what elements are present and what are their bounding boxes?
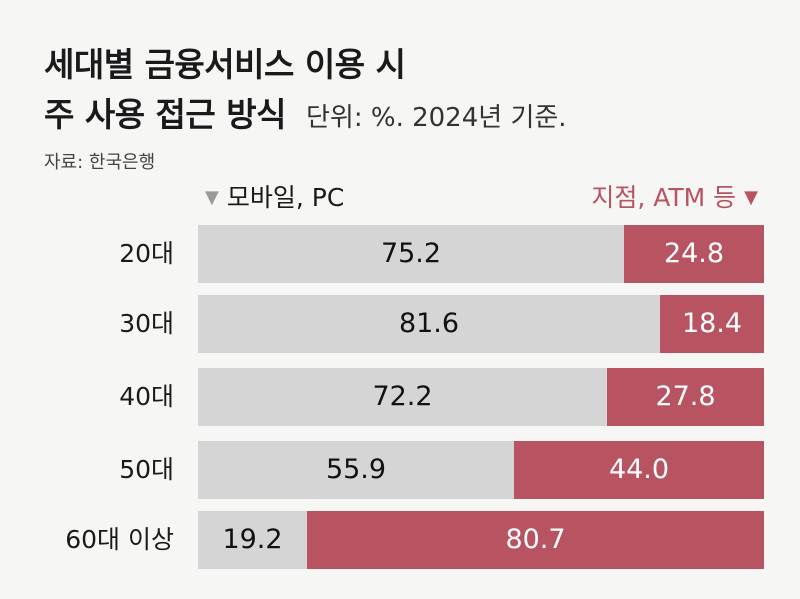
value-label-branch-atm: 27.8 bbox=[655, 381, 716, 412]
bar-row: 40대 72.2 27.8 bbox=[0, 368, 800, 426]
value-label-mobile-pc: 55.9 bbox=[325, 454, 387, 485]
bar-track: 81.6 18.4 bbox=[198, 295, 764, 353]
bar-row: 30대 81.6 18.4 bbox=[0, 295, 800, 353]
bar-segment-mobile-pc bbox=[198, 441, 514, 499]
triangle-down-icon: ▼ bbox=[744, 187, 758, 208]
category-label: 40대 bbox=[119, 382, 174, 411]
bar-track: 55.9 44.0 bbox=[198, 441, 764, 499]
chart-title: 세대별 금융서비스 이용 시 주 사용 접근 방식 단위: %. 2024년 기… bbox=[44, 40, 567, 143]
bar-track: 72.2 27.8 bbox=[198, 368, 764, 426]
value-label-mobile-pc: 75.2 bbox=[380, 238, 442, 269]
title-line-2: 주 사용 접근 방식 bbox=[44, 95, 287, 134]
bar-segment-mobile-pc bbox=[198, 511, 307, 569]
bar-row: 60대 이상 19.2 80.7 bbox=[0, 511, 800, 569]
bar-row: 50대 55.9 44.0 bbox=[0, 441, 800, 499]
value-label-mobile-pc: 19.2 bbox=[222, 524, 283, 555]
value-label-branch-atm: 24.8 bbox=[663, 238, 725, 269]
bar-segment-mobile-pc bbox=[198, 295, 660, 353]
value-label-branch-atm: 18.4 bbox=[681, 308, 743, 339]
bar-segment-branch-atm bbox=[307, 511, 764, 569]
legend-item-mobile-pc: ▼ 모바일, PC bbox=[205, 180, 344, 216]
value-label-mobile-pc: 81.6 bbox=[398, 308, 460, 339]
bar-segment-branch-atm bbox=[514, 441, 764, 499]
category-label: 60대 이상 bbox=[65, 525, 174, 554]
value-label-branch-atm: 80.7 bbox=[505, 524, 566, 555]
category-label: 50대 bbox=[119, 455, 174, 484]
source-note: 자료: 한국은행 bbox=[44, 152, 156, 173]
bar-track: 19.2 80.7 bbox=[198, 511, 764, 569]
bar-track: 75.2 24.8 bbox=[198, 225, 764, 283]
bar-segment-branch-atm bbox=[607, 368, 764, 426]
legend-label-branch-atm: 지점, ATM 등 bbox=[591, 183, 737, 212]
value-label-mobile-pc: 72.2 bbox=[372, 381, 433, 412]
bar-segment-branch-atm bbox=[660, 295, 764, 353]
legend-item-branch-atm: 지점, ATM 등 ▼ bbox=[591, 180, 758, 216]
bar-row: 20대 75.2 24.8 bbox=[0, 225, 800, 283]
bar-segment-branch-atm bbox=[624, 225, 764, 283]
value-label-branch-atm: 44.0 bbox=[608, 454, 670, 485]
category-label: 30대 bbox=[119, 309, 174, 338]
legend-label-mobile-pc: 모바일, PC bbox=[226, 183, 345, 212]
bar-segment-mobile-pc bbox=[198, 368, 607, 426]
category-label: 20대 bbox=[119, 239, 174, 268]
unit-note: 단위: %. 2024년 기준. bbox=[306, 103, 567, 133]
title-line-2-row: 주 사용 접근 방식 단위: %. 2024년 기준. bbox=[44, 90, 567, 143]
title-line-1: 세대별 금융서비스 이용 시 bbox=[44, 45, 406, 84]
triangle-down-icon: ▼ bbox=[205, 187, 219, 208]
bar-segment-mobile-pc bbox=[198, 225, 624, 283]
